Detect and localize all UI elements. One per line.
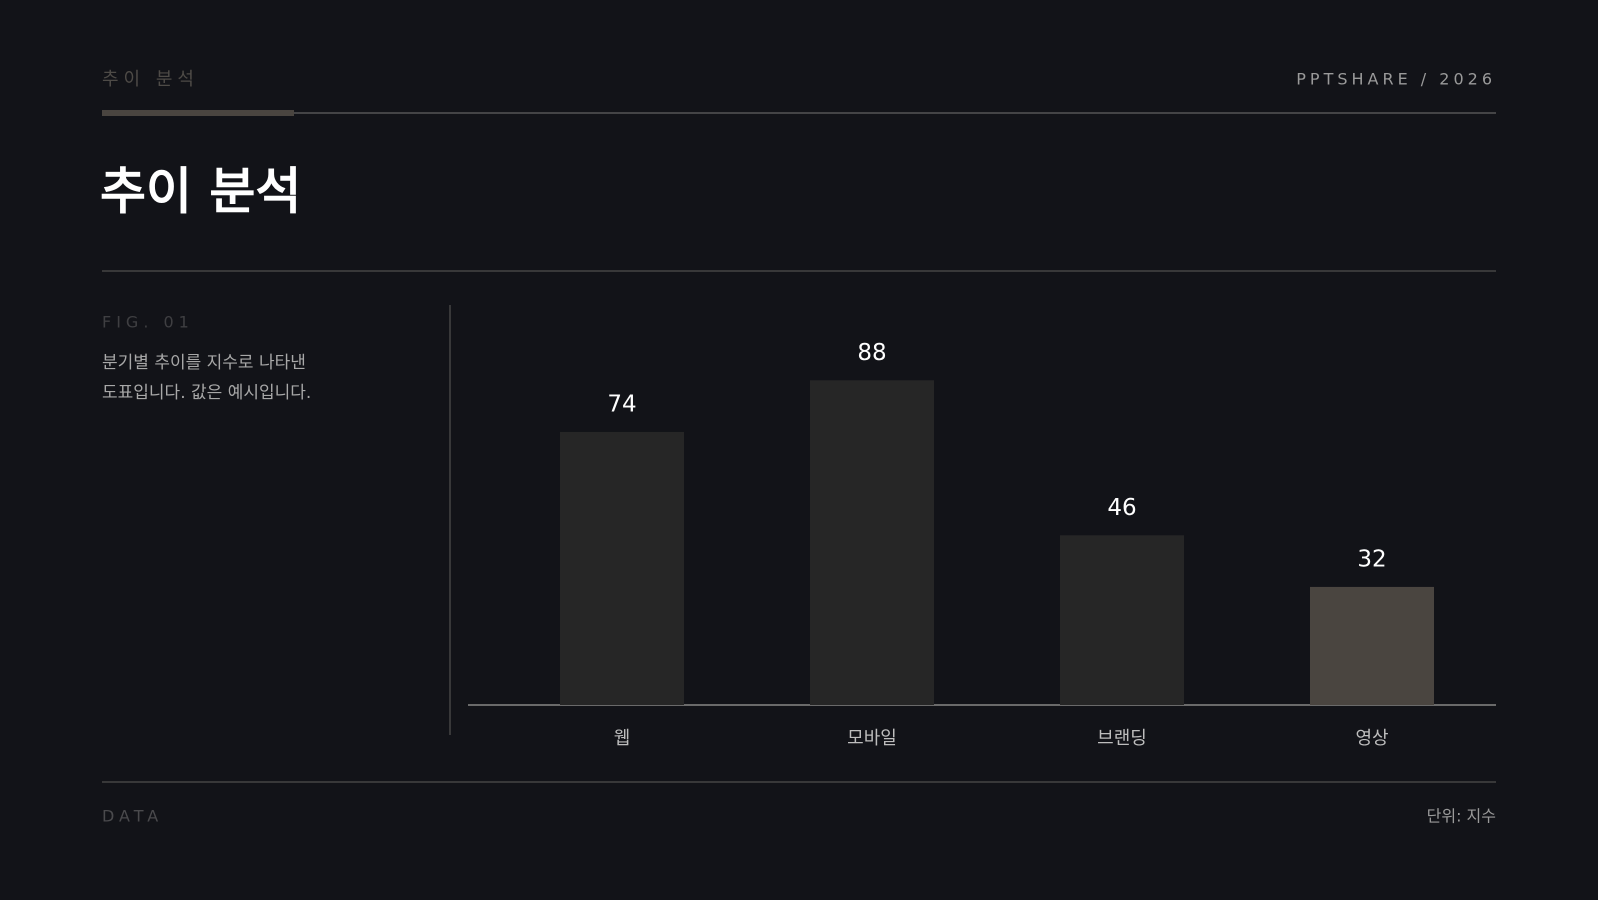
figure-label: FIG. 01 <box>102 313 194 332</box>
value-label: 46 <box>1107 495 1136 521</box>
caption-line: 분기별 추이를 지수로 나타낸 <box>102 353 306 373</box>
footer-right: 단위: 지수 <box>1427 807 1496 826</box>
x-tick-label: 브랜딩 <box>1097 728 1147 749</box>
slide-title: 추이 분석 <box>100 163 301 221</box>
value-label: 74 <box>607 391 636 417</box>
brand: PPTSHARE / 2026 <box>1296 70 1496 89</box>
header-accent <box>102 110 294 116</box>
bar <box>810 380 934 705</box>
value-label: 88 <box>857 340 886 366</box>
caption-line: 도표입니다. 값은 예시입니다. <box>102 383 311 403</box>
x-tick-label: 모바일 <box>847 728 897 749</box>
value-label: 32 <box>1357 546 1386 572</box>
bar <box>1060 535 1184 705</box>
footer-left: DATA <box>102 807 163 826</box>
kicker: 추이 분석 <box>102 69 199 90</box>
bar <box>1310 586 1434 705</box>
x-tick-label: 영상 <box>1355 728 1388 749</box>
x-tick-label: 웹 <box>614 728 631 749</box>
bar <box>560 431 684 705</box>
